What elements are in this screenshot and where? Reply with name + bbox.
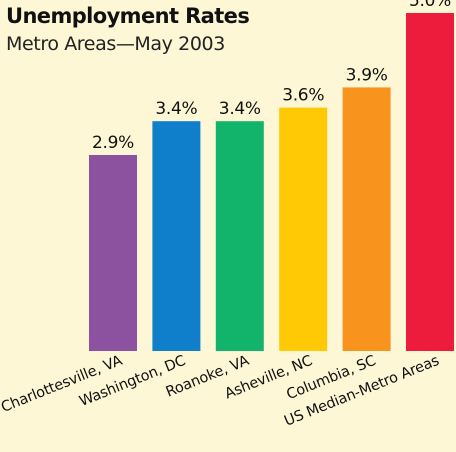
bar-2: [152, 121, 201, 351]
bar-4: [279, 107, 328, 351]
bar-5: [342, 87, 391, 352]
category-label-2: Washington, DC: [77, 353, 188, 410]
chart-title: Unemployment Rates: [6, 4, 250, 28]
bar-1: [89, 155, 137, 351]
value-label-5: 3.9%: [346, 65, 388, 85]
value-label-3: 3.4%: [219, 99, 261, 119]
chart-subtitle: Metro Areas—May 2003: [6, 33, 225, 55]
value-label-1: 2.9%: [92, 133, 134, 153]
bar-6: [406, 13, 454, 351]
value-label-2: 3.4%: [155, 99, 197, 119]
value-label-4: 3.6%: [282, 86, 324, 106]
value-label-6: 5.0%: [409, 0, 451, 11]
bar-3: [215, 121, 264, 351]
